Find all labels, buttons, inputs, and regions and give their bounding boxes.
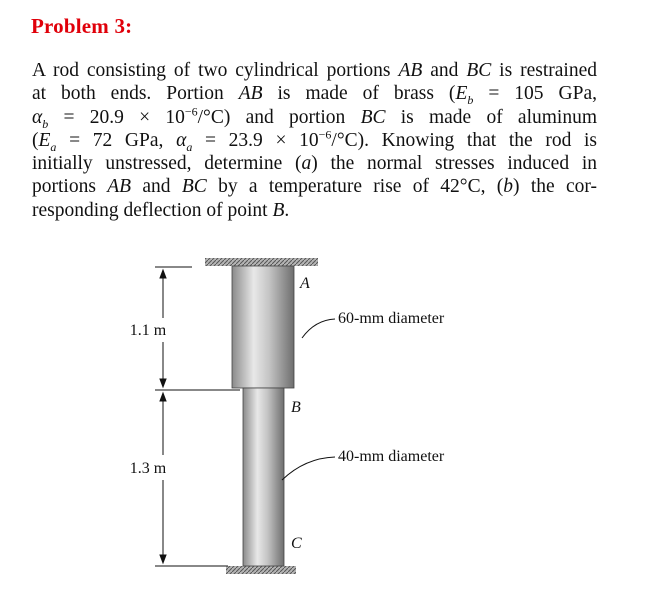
text: b: [503, 176, 514, 198]
text: is restrained: [491, 60, 597, 81]
text: ) the cor-: [513, 176, 597, 198]
text: A rod consisting of two cylindrical port…: [32, 60, 399, 81]
text: AB: [238, 83, 263, 105]
text: AB: [398, 60, 423, 81]
text: /°C). Knowing that the rod is: [331, 129, 597, 151]
text: ) the normal stresses induced in: [311, 153, 597, 175]
text: initially unstressed, determine (: [32, 153, 302, 175]
text: BC: [466, 60, 492, 81]
text: = 105 GPa,: [473, 83, 597, 105]
problem-text: A rod consisting of two cylindrical port…: [32, 59, 597, 222]
text: B: [272, 199, 285, 221]
diameter-label: 60-mm diameter: [338, 310, 445, 327]
text-line: initially unstressed, determine (a) the …: [32, 152, 597, 175]
length-label: 1.3 m: [130, 460, 167, 477]
text: and: [422, 60, 467, 81]
text: a: [301, 153, 312, 175]
text-line: responding deflection of point B.: [32, 199, 597, 222]
text: E: [38, 129, 51, 151]
text: /°C) and portion: [197, 106, 361, 128]
text: and: [131, 176, 182, 198]
point-label: A: [299, 275, 310, 292]
text: by a temperature rise of 42°C, (: [206, 176, 504, 198]
text: responding deflection of point: [32, 199, 273, 221]
text: = 72 GPa,: [56, 129, 177, 151]
text: a: [186, 139, 193, 154]
problem-title: Problem 3:: [31, 14, 133, 38]
point-label: C: [291, 535, 302, 552]
dimensions: [155, 266, 336, 567]
text: = 23.9 × 10: [192, 129, 319, 151]
text: b: [42, 116, 49, 131]
text: a: [50, 139, 57, 154]
text: .: [284, 199, 290, 221]
length-label: 1.1 m: [130, 322, 167, 339]
rod-bc: [242, 387, 285, 567]
text: BC: [181, 176, 207, 198]
text: b: [467, 93, 474, 108]
text: = 20.9 × 10: [48, 106, 185, 128]
text: E: [455, 83, 468, 105]
text: is made of aluminum: [385, 106, 598, 128]
text: portions: [32, 176, 108, 198]
rod-ab: [231, 265, 295, 389]
text: (: [32, 129, 39, 151]
text: at both ends. Portion: [32, 83, 239, 105]
text-line: portions AB and BC by a temperature rise…: [32, 175, 597, 198]
text-line: at both ends. Portion AB is made of bras…: [32, 82, 597, 108]
text: α: [32, 106, 43, 128]
text: −6: [318, 127, 332, 142]
bottom-support: [226, 566, 296, 574]
text-line: (Ea = 72 GPa, αa = 23.9 × 10−6/°C). Know…: [32, 127, 597, 154]
text: α: [176, 129, 187, 151]
text-line: αb = 20.9 × 10−6/°C) and portion BC is m…: [32, 104, 598, 131]
text-line: A rod consisting of two cylindrical port…: [32, 59, 597, 82]
top-support: [205, 258, 318, 266]
diameter-label: 40-mm diameter: [338, 448, 445, 465]
text: AB: [107, 176, 132, 198]
text: is made of brass (: [262, 83, 456, 105]
text: BC: [360, 106, 386, 128]
text: −6: [184, 104, 198, 119]
point-label: B: [291, 399, 301, 416]
